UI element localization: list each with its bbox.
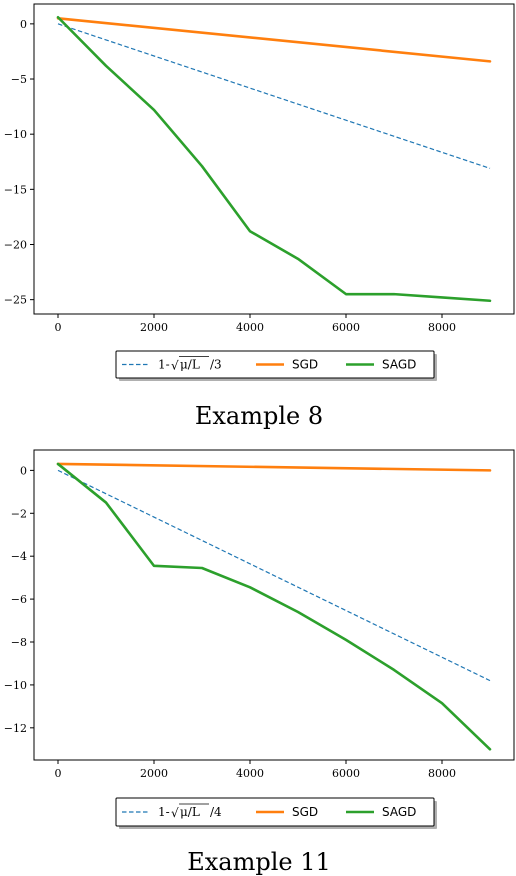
x-tick-label: 0 [55, 321, 62, 334]
series-line-reference [57, 23, 491, 169]
y-tick-label: −15 [4, 183, 27, 196]
series-line-sgd [56, 462, 492, 472]
series-line-sagd [56, 15, 492, 303]
caption-example-8: Example 8 [195, 402, 323, 430]
series-line-reference [57, 469, 491, 682]
legend-label-radicand: μ/L [180, 358, 200, 372]
legend-label-prefix: 1- [158, 805, 170, 819]
y-tick-label: −6 [11, 593, 27, 606]
legend-label-suffix: /3 [210, 358, 222, 372]
y-tick-label: 0 [20, 18, 27, 31]
plot-frame [33, 3, 515, 315]
x-tick-label: 6000 [332, 767, 360, 780]
x-tick-label: 8000 [428, 321, 456, 334]
series-line-sgd [56, 17, 492, 63]
x-tick-label: 2000 [140, 321, 168, 334]
legend-label-suffix: /4 [210, 805, 222, 819]
y-tick-label: 0 [20, 464, 27, 477]
x-tick-label: 0 [55, 767, 62, 780]
x-tick-label: 4000 [236, 321, 264, 334]
legend: 1- √ μ/L/4 SGD SAGD [115, 797, 437, 829]
y-tick-label: −8 [11, 636, 27, 649]
x-tick-label: 6000 [332, 321, 360, 334]
y-tick-label: −2 [11, 507, 27, 520]
x-tick-label: 4000 [236, 767, 264, 780]
x-tick-label: 2000 [140, 767, 168, 780]
plot-frame [33, 449, 515, 761]
x-tick-label: 8000 [428, 767, 456, 780]
legend-label-sgd: SGD [292, 805, 318, 819]
legend: 1- √ μ/L/3 SGD SAGD [115, 350, 437, 381]
legend-radical-sign: √ [171, 359, 179, 373]
series-line-sagd [56, 462, 492, 751]
legend-label-sagd: SAGD [382, 805, 416, 819]
y-tick-label: −4 [11, 550, 27, 563]
y-tick-label: −5 [11, 73, 27, 86]
caption-example-11: Example 11 [187, 848, 331, 876]
y-tick-label: −20 [4, 238, 27, 251]
legend-label-sgd: SGD [292, 358, 318, 372]
legend-label-sagd: SAGD [382, 358, 416, 372]
y-tick-label: −12 [4, 722, 27, 735]
legend-label-prefix: 1- [158, 358, 170, 372]
legend-radical-sign: √ [171, 806, 179, 820]
y-tick-label: −25 [4, 294, 27, 307]
y-tick-label: −10 [4, 679, 27, 692]
legend-label-radicand: μ/L [180, 805, 200, 819]
y-tick-label: −10 [4, 128, 27, 141]
